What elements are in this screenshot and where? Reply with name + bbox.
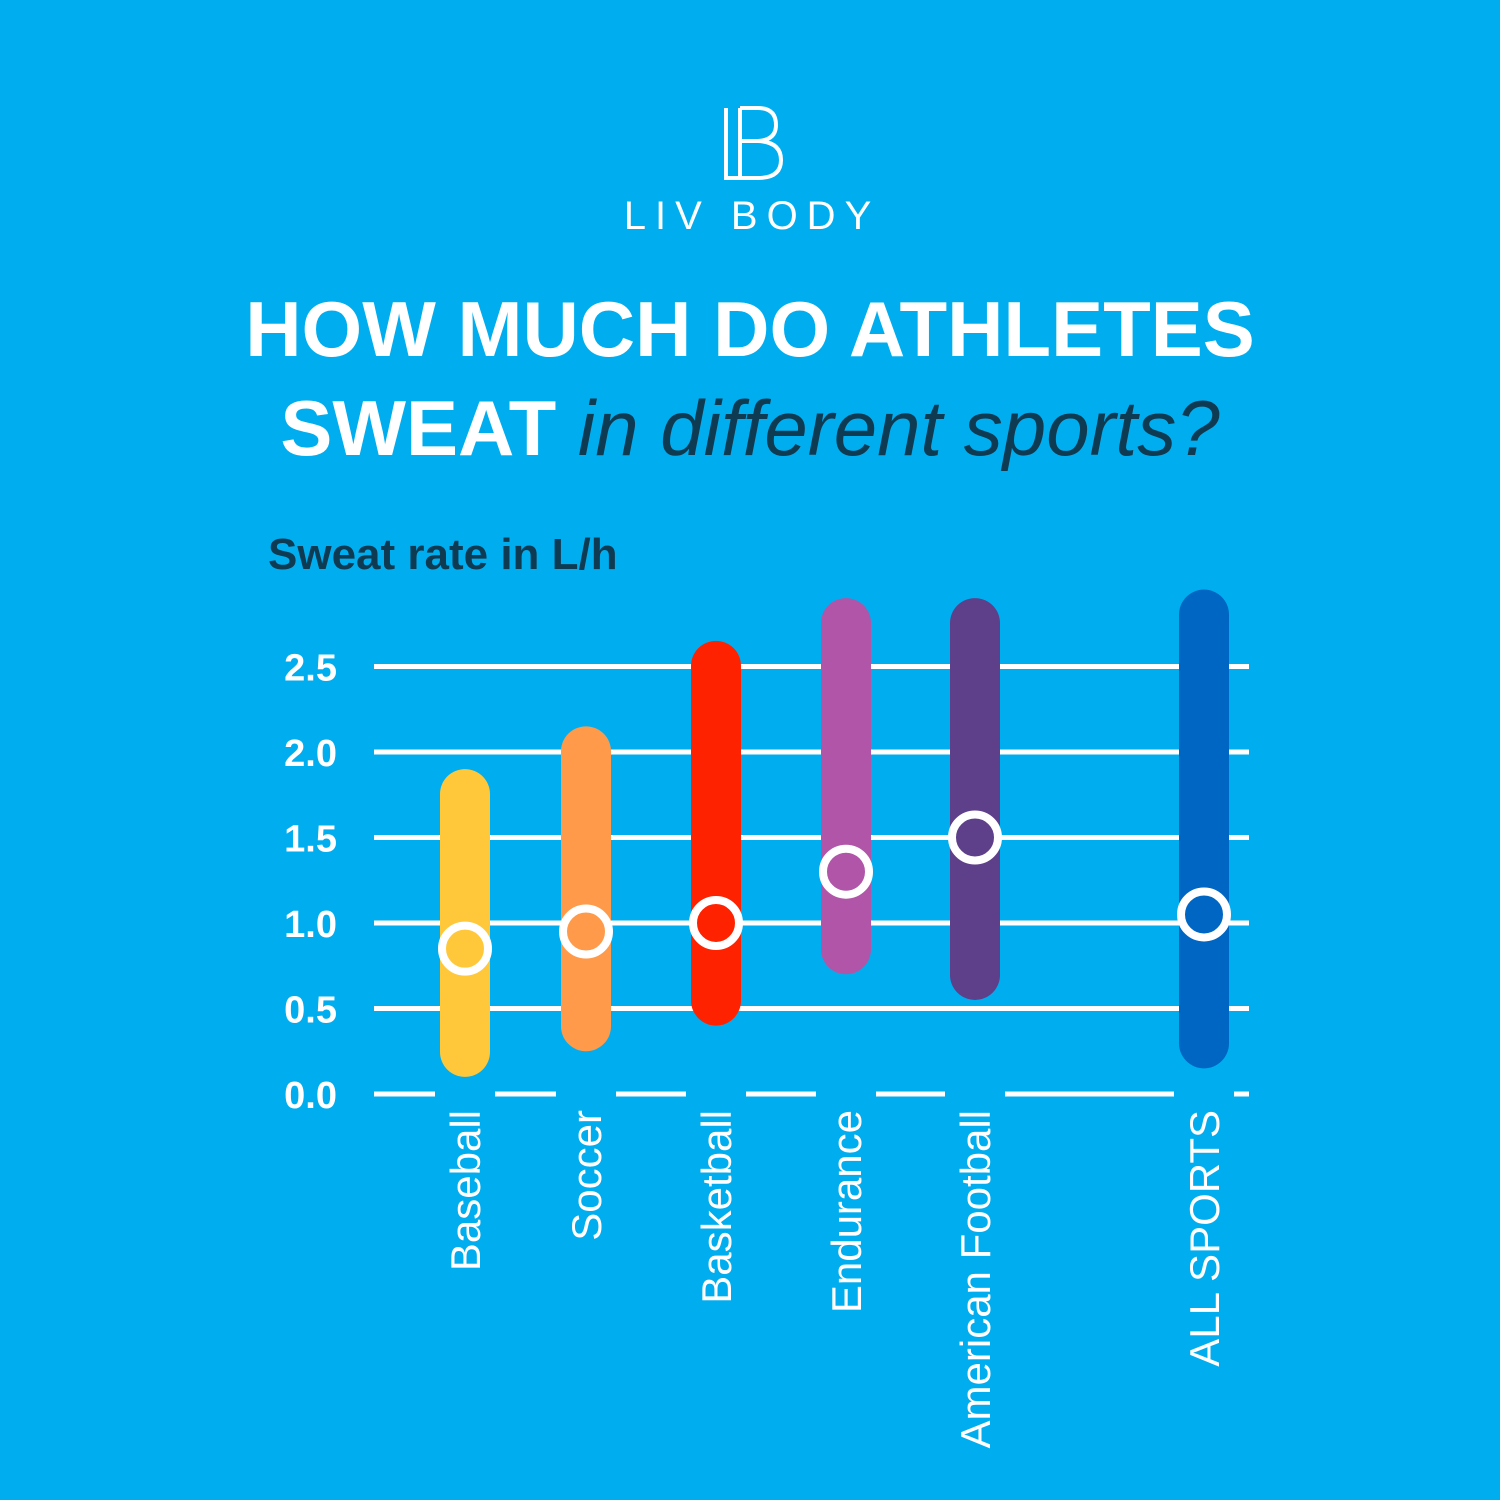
range-bar	[950, 598, 1000, 1000]
mean-marker	[559, 904, 613, 959]
y-axis-label: Sweat rate in L/h	[268, 530, 618, 579]
y-tick-label: 1.5	[284, 819, 337, 861]
y-ticks: 0.0 0.5 1.0 1.5 2.0 2.5	[284, 648, 337, 1118]
category-label: American Football	[952, 1110, 999, 1448]
y-tick-label: 0.5	[284, 990, 337, 1032]
y-tick-label: 2.0	[284, 733, 337, 775]
brand-name: LIV BODY	[624, 194, 881, 238]
category-label: Baseball	[442, 1110, 489, 1271]
title-line2: SWEAT in different sports?	[280, 384, 1220, 472]
category-label: Basketball	[693, 1110, 740, 1304]
range-bar	[561, 726, 611, 1052]
category-labels: Baseball Soccer Basketball Endurance America…	[442, 1110, 1228, 1448]
mean-marker	[689, 896, 743, 950]
gridlines	[374, 664, 1249, 1097]
mean-marker	[1177, 887, 1231, 942]
mean-marker	[948, 810, 1002, 865]
bars	[438, 589, 1231, 1077]
category-label: ALL SPORTS	[1181, 1110, 1228, 1367]
y-tick-label: 0.0	[284, 1075, 337, 1117]
title-bold: SWEAT	[280, 384, 556, 472]
category-label: Endurance	[823, 1110, 870, 1313]
range-bar	[821, 598, 871, 975]
y-tick-label: 1.0	[284, 904, 337, 946]
title-line1: HOW MUCH DO ATHLETES	[245, 285, 1255, 373]
logo	[724, 106, 784, 180]
logo-monogram	[724, 106, 784, 180]
category-label: Soccer	[563, 1110, 610, 1241]
mean-marker	[819, 844, 873, 899]
range-bar	[691, 640, 741, 1026]
title-italic: in different sports?	[578, 384, 1220, 472]
range-bar	[1179, 589, 1229, 1069]
mean-marker	[438, 921, 492, 976]
y-tick-label: 2.5	[284, 648, 337, 690]
